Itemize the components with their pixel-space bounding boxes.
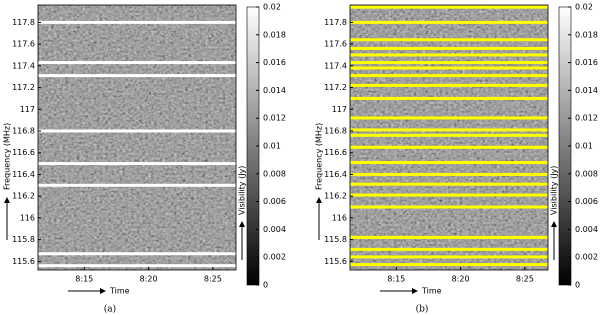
flagged-line [350, 255, 548, 259]
colorbar-tick-label: 0.02 [575, 3, 593, 12]
y-tick-label: 116.6 [324, 148, 347, 157]
plot-frame [37, 4, 237, 271]
colorbar-tick-label: 0.01 [575, 142, 593, 151]
flagged-line [38, 61, 236, 65]
flagged-line [350, 133, 548, 137]
flagged-line [350, 128, 548, 132]
colorbar-tick-label: 0.006 [263, 197, 286, 206]
flagged-line [350, 5, 548, 9]
colorbar-label: Visibility (Jy) [238, 166, 247, 215]
colorbar-tick-label: 0.004 [575, 225, 598, 234]
colorbar-tick-label: 0 [575, 281, 580, 290]
y-tick-label: 117.2 [12, 83, 35, 92]
y-tick-label: 115.8 [12, 235, 35, 244]
colorbar-tick-label: 0.016 [263, 58, 286, 67]
flagged-line [350, 205, 548, 209]
flagged-line [350, 145, 548, 149]
colorbar-tick-label: 0.008 [575, 169, 598, 178]
colorbar-tick-label: 0.012 [263, 114, 286, 123]
y-tick-label: 115.8 [324, 235, 347, 244]
flagged-line [350, 74, 548, 78]
y-tick-label: 117.6 [12, 40, 35, 49]
flagged-line [38, 74, 236, 78]
flagged-line [350, 20, 548, 24]
flagged-line [350, 96, 548, 100]
colorbar-tick-label: 0.004 [263, 225, 286, 234]
flagged-line [350, 83, 548, 87]
colorbar-tick-label: 0.014 [575, 86, 598, 95]
colorbar-tick-label: 0.018 [575, 30, 598, 39]
x-axis-label: Time [109, 287, 130, 296]
colorbar-tick-label: 0.008 [263, 169, 286, 178]
flagged-line [350, 235, 548, 239]
caption: (a) [104, 304, 116, 315]
caption: (b) [416, 304, 429, 315]
flagged-line [350, 53, 548, 57]
y-tick-label: 116 [332, 213, 347, 222]
flagged-line [38, 264, 236, 268]
y-tick-label: 117 [20, 105, 35, 114]
y-tick-label: 115.6 [12, 257, 35, 266]
heatmap-image [350, 5, 548, 270]
y-tick-label: 117.6 [324, 40, 347, 49]
x-tick-label: 8:20 [452, 275, 470, 284]
flagged-line [350, 247, 548, 251]
x-tick-label: 8:15 [75, 275, 93, 284]
colorbar-tick-label: 0.002 [263, 253, 286, 262]
flagged-line [38, 183, 236, 187]
flagged-line [38, 20, 236, 24]
y-tick-label: 117.8 [324, 18, 347, 27]
y-tick-label: 117.4 [324, 61, 347, 70]
y-tick-label: 116.2 [324, 192, 347, 201]
colorbar-tick-label: 0.01 [263, 142, 281, 151]
y-tick-label: 117.4 [12, 61, 35, 70]
flagged-line [350, 263, 548, 267]
flagged-line [38, 162, 236, 166]
flagged-line [350, 160, 548, 164]
plot-frame [349, 4, 549, 271]
colorbar-tick-label: 0.02 [263, 3, 281, 12]
flagged-line [38, 252, 236, 256]
y-tick-label: 116 [20, 213, 35, 222]
colorbar-tick-label: 0.012 [575, 114, 598, 123]
flagged-line [350, 172, 548, 176]
flagged-line [350, 46, 548, 50]
colorbar-tick-label: 0.006 [575, 197, 598, 206]
y-tick-label: 116.6 [12, 148, 35, 157]
flagged-line [38, 129, 236, 133]
y-axis-label: Frequency (MHz) [3, 123, 12, 190]
y-tick-label: 116.8 [324, 126, 347, 135]
flagged-line [350, 182, 548, 186]
y-axis-label: Frequency (MHz) [315, 123, 324, 190]
x-tick-label: 8:15 [387, 275, 405, 284]
x-tick-label: 8:20 [140, 275, 158, 284]
colorbar-tick-label: 0 [263, 281, 268, 290]
flagged-line [350, 116, 548, 120]
colorbar-label: Visibility (Jy) [550, 166, 559, 215]
y-tick-label: 117.8 [12, 18, 35, 27]
y-tick-label: 116.4 [324, 170, 347, 179]
y-tick-label: 115.6 [324, 257, 347, 266]
colorbar-tick-label: 0.014 [263, 86, 286, 95]
flagged-line [350, 61, 548, 65]
x-tick-label: 8:25 [516, 275, 534, 284]
flagged-line [350, 193, 548, 197]
colorbar-tick-label: 0.002 [575, 253, 598, 262]
y-tick-label: 117 [332, 105, 347, 114]
x-axis-label: Time [421, 287, 442, 296]
flagged-line [350, 66, 548, 70]
y-tick-label: 116.2 [12, 192, 35, 201]
x-tick-label: 8:25 [204, 275, 222, 284]
heatmap-image [38, 5, 236, 270]
flagged-line [350, 38, 548, 42]
y-tick-label: 117.2 [324, 83, 347, 92]
y-tick-label: 116.4 [12, 170, 35, 179]
colorbar-tick-label: 0.016 [575, 58, 598, 67]
colorbar-tick-label: 0.018 [263, 30, 286, 39]
y-tick-label: 116.8 [12, 126, 35, 135]
